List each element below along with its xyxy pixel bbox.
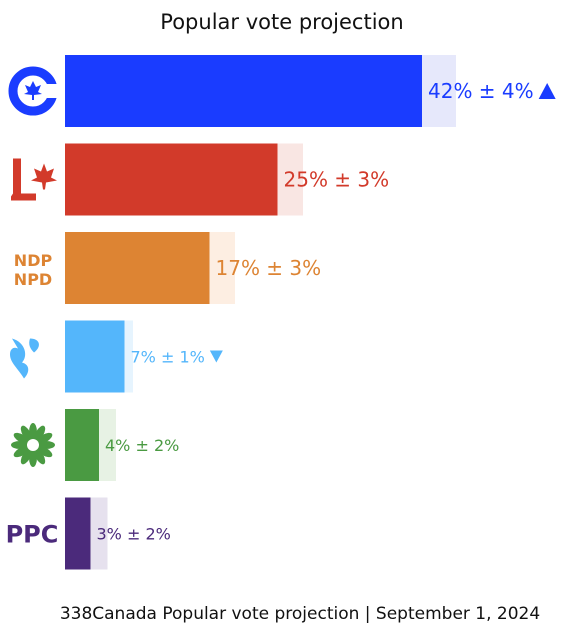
bar — [65, 232, 210, 304]
flower-petal — [13, 432, 30, 445]
bar — [65, 55, 422, 127]
logo-letter-l — [11, 158, 36, 201]
data-label: 42% ± 4% — [428, 79, 534, 103]
bar — [65, 143, 278, 216]
bloc-logo-icon — [10, 338, 39, 379]
liberal-logo-icon — [11, 158, 57, 201]
trend-up-icon — [538, 83, 556, 99]
bar — [65, 409, 99, 481]
logo-text-npd: NPD — [14, 270, 52, 289]
trend-down-icon — [209, 350, 223, 363]
conservative-logo-icon — [8, 66, 58, 116]
flower-petal — [33, 448, 46, 465]
flower-petal — [36, 432, 53, 445]
data-label: 3% ± 2% — [97, 524, 171, 543]
green-logo-icon — [11, 423, 55, 467]
maple-leaf-shape — [31, 163, 57, 190]
flower-center — [27, 439, 39, 451]
logo-text-ndp: NDP — [14, 251, 53, 270]
chart-title: Popular vote projection — [160, 10, 404, 34]
ppc-logo-icon: PPC — [6, 521, 59, 549]
flower-petal — [20, 448, 33, 465]
flower-petal — [33, 425, 46, 442]
logo-gap — [40, 84, 58, 98]
flower-petal — [13, 445, 30, 458]
flower-petal — [20, 425, 33, 442]
bloc-shape-top — [29, 338, 39, 353]
data-label: 7% ± 1% — [131, 347, 205, 366]
data-label: 25% ± 3% — [284, 168, 390, 192]
bar — [65, 320, 125, 393]
flower-petal — [36, 445, 53, 458]
bar — [65, 497, 91, 570]
chart-footer: 338Canada Popular vote projection | Sept… — [59, 604, 541, 624]
data-label: 4% ± 2% — [105, 436, 179, 455]
logo-text-ppc: PPC — [6, 521, 59, 549]
maple-leaf-shape — [24, 81, 42, 100]
data-label: 17% ± 3% — [216, 256, 322, 280]
bloc-shape — [10, 338, 29, 379]
